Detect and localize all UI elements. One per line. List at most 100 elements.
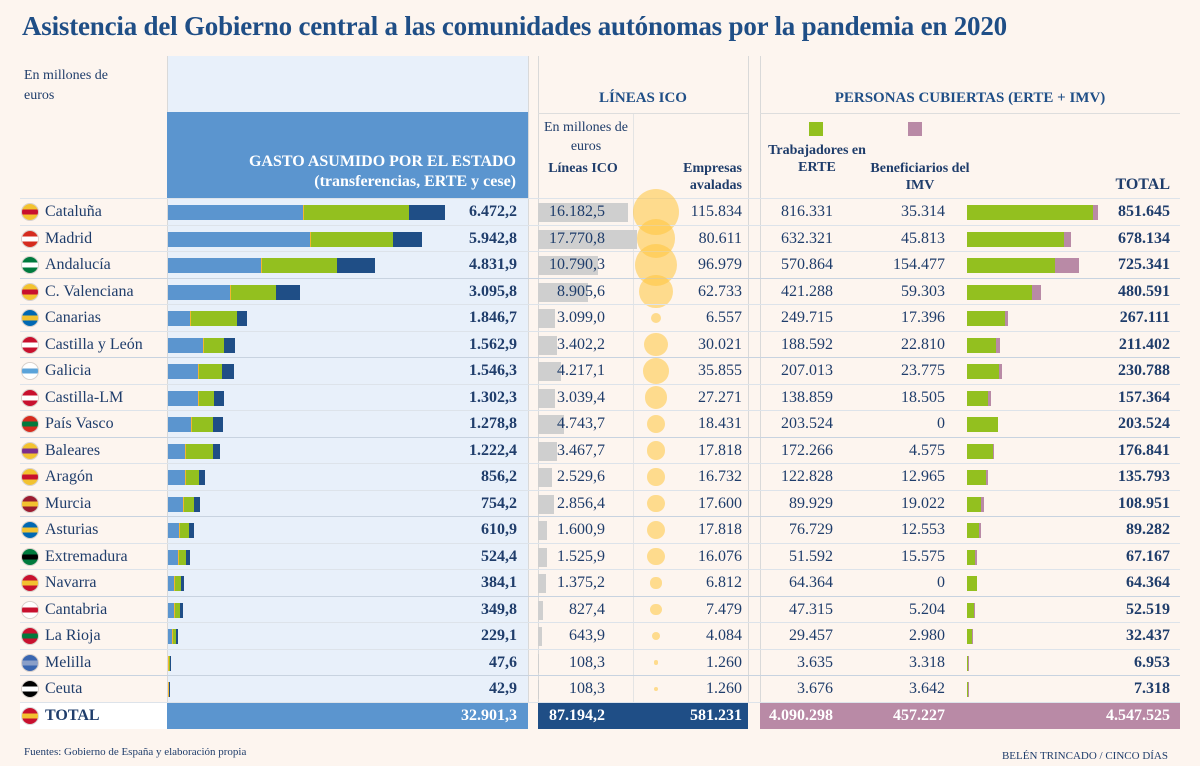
ico-value: 4.217,1 <box>557 362 605 379</box>
imv-value: 457.227 <box>893 706 945 724</box>
region-name: Castilla-LM <box>45 388 124 406</box>
total-column-header: TOTAL <box>1115 176 1170 193</box>
ico-bar <box>538 521 547 540</box>
table-row: Baleares 1.222,4 3.467,7 17.818 172.266 4.575… <box>20 436 1180 464</box>
erte-bar <box>967 205 1093 220</box>
erte-value: 138.859 <box>781 388 833 406</box>
erte-value: 4.090.298 <box>769 706 833 724</box>
imv-bar <box>993 443 995 459</box>
gasto-bar-segment <box>191 311 238 326</box>
empresas-value: 581.231 <box>690 706 742 724</box>
gasto-value: 1.562,9 <box>469 335 517 353</box>
gasto-value: 349,8 <box>481 600 517 618</box>
gasto-bar-segment <box>230 284 276 300</box>
erte-value: 29.457 <box>789 627 833 644</box>
imv-column-header: Beneficiarios del IMV <box>870 161 970 193</box>
total-value: 480.591 <box>1118 282 1170 300</box>
gasto-bar-segment <box>179 523 189 538</box>
imv-bar <box>967 682 969 697</box>
divider <box>760 56 761 702</box>
gasto-value: 524,4 <box>481 547 517 565</box>
divider <box>633 114 634 702</box>
erte-value: 816.331 <box>781 203 833 220</box>
gasto-bar-segment <box>181 576 185 591</box>
table-row: Castilla y León 1.562,9 3.402,2 30.021 188.5… <box>20 330 1180 358</box>
ico-value: 1.375,2 <box>557 574 605 591</box>
table-row: Extremadura 524,4 1.525,9 16.076 51.592 15.57… <box>20 542 1180 570</box>
gasto-bar-segment <box>199 470 205 485</box>
imv-value: 22.810 <box>901 335 945 353</box>
flag-icon <box>22 495 38 512</box>
total-value: 4.547.525 <box>1106 706 1170 724</box>
imv-bar <box>996 337 1000 353</box>
flag-icon <box>22 416 38 432</box>
flag-icon <box>22 310 38 326</box>
imv-value: 4.575 <box>909 441 945 459</box>
total-name-bg <box>20 702 167 729</box>
ico-value: 2.529,6 <box>557 468 605 485</box>
erte-value: 632.321 <box>781 229 833 247</box>
flag-icon <box>22 707 38 724</box>
imv-bar <box>1005 311 1009 326</box>
total-value: 64.364 <box>1126 574 1170 591</box>
gasto-bar-segment <box>337 258 375 273</box>
imv-bar <box>1064 231 1072 247</box>
flag-icon <box>22 681 38 697</box>
erte-bar <box>967 682 968 697</box>
gasto-bar-segment <box>168 231 311 247</box>
empresas-value: 30.021 <box>698 335 742 353</box>
erte-bar <box>967 390 989 406</box>
total-value: 851.645 <box>1118 203 1170 220</box>
table-row: Asturias 610,9 1.600,9 17.818 76.729 12.553 89… <box>20 516 1180 543</box>
region-name: Andalucía <box>45 256 111 273</box>
ico-value: 16.182,5 <box>549 203 605 220</box>
region-name: C. Valenciana <box>45 282 134 300</box>
imv-value: 19.022 <box>901 494 945 512</box>
gasto-value: 5.942,8 <box>469 229 517 247</box>
gasto-bar-segment <box>175 576 181 591</box>
total-value: 211.402 <box>1118 335 1170 353</box>
erte-bar <box>967 417 999 432</box>
erte-value: 64.364 <box>789 574 833 591</box>
erte-legend-swatch <box>809 122 823 136</box>
empresas-value: 96.979 <box>698 256 742 273</box>
empresas-bubble <box>647 468 665 486</box>
empresas-value: 17.600 <box>698 494 742 512</box>
region-name: País Vasco <box>45 415 114 432</box>
empresas-bubble <box>639 274 673 309</box>
total-gasto-bg <box>167 702 528 729</box>
gasto-bar-segment <box>176 629 178 644</box>
erte-bar <box>967 231 1065 247</box>
gasto-bar-segment <box>178 549 186 565</box>
region-name: Cataluña <box>45 203 102 220</box>
credit: BELÉN TRINCADO / CINCO DÍAS <box>1001 750 1168 762</box>
erte-bar <box>967 311 1006 326</box>
table-row: Andalucía 4.831,9 10.790,3 96.979 570.864 154… <box>20 243 1180 287</box>
gasto-bar-segment <box>168 682 170 697</box>
erte-value: 3.635 <box>797 653 833 671</box>
gasto-bar-segment <box>304 205 410 220</box>
unit-note: En millones de euros <box>24 68 108 103</box>
divider <box>760 113 1180 114</box>
erte-value: 249.715 <box>781 309 833 326</box>
total-value: 203.524 <box>1118 415 1170 432</box>
gasto-bar-segment <box>168 470 187 485</box>
empresas-value: 17.818 <box>698 441 742 459</box>
empresas-bubble <box>653 660 659 665</box>
flag-icon <box>22 230 38 247</box>
erte-bar <box>967 470 986 485</box>
ico-bar <box>538 388 555 408</box>
ico-bar <box>538 415 565 434</box>
gasto-bar-segment <box>168 629 173 644</box>
gasto-bar-segment <box>310 231 393 247</box>
empresas-value: 18.431 <box>698 415 742 432</box>
gasto-value: 610,9 <box>481 521 517 538</box>
table-row: Cataluña 6.472,2 16.182,5 115.834 816.331 35.… <box>20 189 1180 235</box>
ico-bar <box>538 468 553 487</box>
gasto-bar-segment <box>186 549 191 565</box>
gasto-bar-segment <box>186 470 200 485</box>
divider <box>528 56 529 702</box>
imv-value: 23.775 <box>901 362 945 379</box>
imv-bar <box>967 655 969 671</box>
empresas-bubble <box>651 631 661 641</box>
